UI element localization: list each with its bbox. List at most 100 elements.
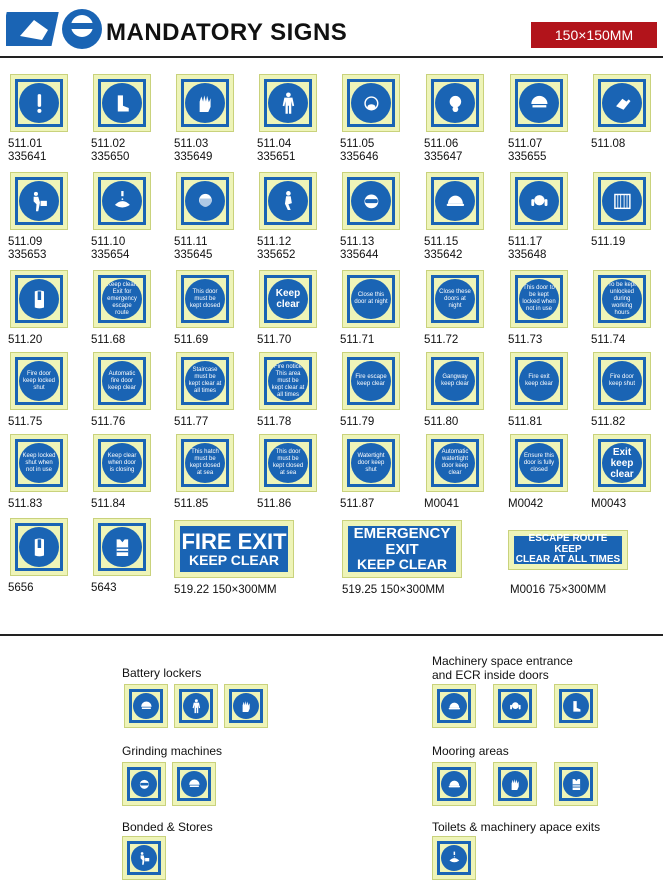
sign-disc xyxy=(19,83,59,123)
sign-disc xyxy=(181,771,207,797)
sign-border xyxy=(347,177,395,225)
sign-border xyxy=(15,357,63,405)
sign-code-number: M0043 xyxy=(591,498,627,510)
sign-code-number: 511.83 xyxy=(8,498,43,510)
sign-border xyxy=(559,689,593,723)
usage-group-sign xyxy=(493,684,537,728)
sign-code-number: 511.15 xyxy=(424,236,459,248)
sign-code: 511.76 xyxy=(91,416,125,429)
sign-border xyxy=(15,439,63,487)
rect-sign-line2: KEEP CLEAR xyxy=(189,552,279,569)
sign-code: 511.01 335641 xyxy=(8,138,46,164)
rect-sign-caption: 519.25 150×300MM xyxy=(342,584,445,596)
sign-disc xyxy=(502,771,528,797)
sign-code-number: M0041 xyxy=(424,498,460,510)
mandatory-sign: Fire door keep locked shut xyxy=(10,352,68,410)
sign-disc xyxy=(351,83,391,123)
sign-border xyxy=(98,275,146,323)
sign-code: 511.04 335651 xyxy=(257,138,295,164)
mandatory-sign xyxy=(259,74,317,132)
sign-disc: Fire door keep locked shut xyxy=(19,361,59,401)
mandatory-sign xyxy=(10,172,68,230)
sign-ref-number: 335653 xyxy=(8,249,47,261)
sign-disc: Gangway keep clear xyxy=(435,361,475,401)
sign-code: 5656 xyxy=(8,582,34,595)
respirator-icon xyxy=(449,95,461,112)
mandatory-sign: Staircase must be kept clear at all time… xyxy=(176,352,234,410)
sign-border xyxy=(437,841,471,875)
sign-code-number: 511.85 xyxy=(174,498,209,510)
mandatory-sign: This hatch must be kept closed at sea xyxy=(176,434,234,492)
page-title: MANDATORY SIGNS xyxy=(106,19,348,46)
sign-code-number: 5643 xyxy=(91,582,117,594)
sign-code: 511.13 335644 xyxy=(340,236,378,262)
sign-code: 511.79 xyxy=(340,416,374,429)
sign-border xyxy=(129,689,163,723)
sign-code-number: 511.10 xyxy=(91,236,126,248)
sign-code-number: 511.12 xyxy=(257,236,292,248)
header-divider xyxy=(0,56,663,58)
sign-code: 511.71 xyxy=(340,334,374,347)
sign-text: Fire escape keep clear xyxy=(355,374,387,387)
mandatory-sign xyxy=(176,74,234,132)
mandatory-sign: Automatic fire door keep clear xyxy=(93,352,151,410)
sign-disc xyxy=(563,693,589,719)
sign-code-number: 511.71 xyxy=(340,334,375,346)
hi-vis-vest-icon xyxy=(116,538,128,556)
rect-sign-panel: ESCAPE ROUTE KEEP CLEAR AT ALL TIMES xyxy=(514,533,622,565)
rect-sign: ESCAPE ROUTE KEEP CLEAR AT ALL TIMES xyxy=(508,530,628,570)
sign-disc: Watertight door keep shut xyxy=(351,443,391,483)
sign-border xyxy=(347,79,395,127)
mandatory-sign xyxy=(510,74,568,132)
sign-disc: This door must be kept closed at sea xyxy=(268,443,308,483)
sign-ref-number: 335648 xyxy=(508,249,547,261)
sign-disc xyxy=(233,693,259,719)
mandatory-sign: Keep locked shut when not in use xyxy=(10,434,68,492)
sign-disc xyxy=(563,771,589,797)
sign-disc: Fire escape keep clear xyxy=(351,361,391,401)
overalls-icon xyxy=(192,698,200,713)
rect-sign: EMERGENCY EXIT KEEP CLEAR xyxy=(342,520,462,578)
sign-border xyxy=(264,357,312,405)
guard-icon xyxy=(613,193,631,209)
sign-ref-number: 335645 xyxy=(174,249,213,261)
sign-border xyxy=(181,79,229,127)
sign-border xyxy=(264,275,312,323)
sign-border xyxy=(98,357,146,405)
sign-border xyxy=(15,177,63,225)
sign-border xyxy=(98,439,146,487)
sign-disc: Exit keep clear xyxy=(602,443,642,483)
sign-code: 511.78 xyxy=(257,416,291,429)
sign-code-number: 511.84 xyxy=(91,498,126,510)
usage-group-sign xyxy=(122,762,166,806)
sign-code: 511.72 xyxy=(424,334,458,347)
sign-code-number: 511.77 xyxy=(174,416,209,428)
sign-code: 511.07 335655 xyxy=(508,138,546,164)
sign-text: Automatic watertight door keep clear xyxy=(441,449,469,476)
sign-text: Staircase must be kept clear at all time… xyxy=(188,367,222,394)
sign-ref-number: 335642 xyxy=(424,249,463,261)
sign-code: 511.85 xyxy=(174,498,208,511)
sign-border xyxy=(431,177,479,225)
sign-code: 511.06 335647 xyxy=(424,138,462,164)
sign-disc: Close these doors at night xyxy=(435,279,475,319)
sign-ref-number: 335649 xyxy=(174,151,213,163)
dust-mask-icon xyxy=(363,95,379,111)
rect-sign-line1: ESCAPE ROUTE KEEP xyxy=(528,533,608,555)
sign-border xyxy=(15,79,63,127)
sign-border xyxy=(15,275,63,323)
section-divider xyxy=(0,634,663,636)
sign-disc: Keep clear. Exit for emergency escape ro… xyxy=(102,279,142,319)
sign-text: Fire notice This area must be kept clear… xyxy=(271,363,305,398)
boots-icon xyxy=(117,94,129,112)
sign-disc: To be kept unlocked during working hours xyxy=(602,279,642,319)
sign-code-number: 511.11 xyxy=(174,236,208,248)
sign-code: 511.70 xyxy=(257,334,291,347)
sign-code: 511.02 335650 xyxy=(91,138,129,164)
usage-group-sign xyxy=(493,762,537,806)
mandatory-sign xyxy=(426,172,484,230)
sign-disc xyxy=(19,181,59,221)
sign-border xyxy=(181,177,229,225)
sign-disc: Keep clear when door is closing xyxy=(102,443,142,483)
sign-border xyxy=(431,439,479,487)
